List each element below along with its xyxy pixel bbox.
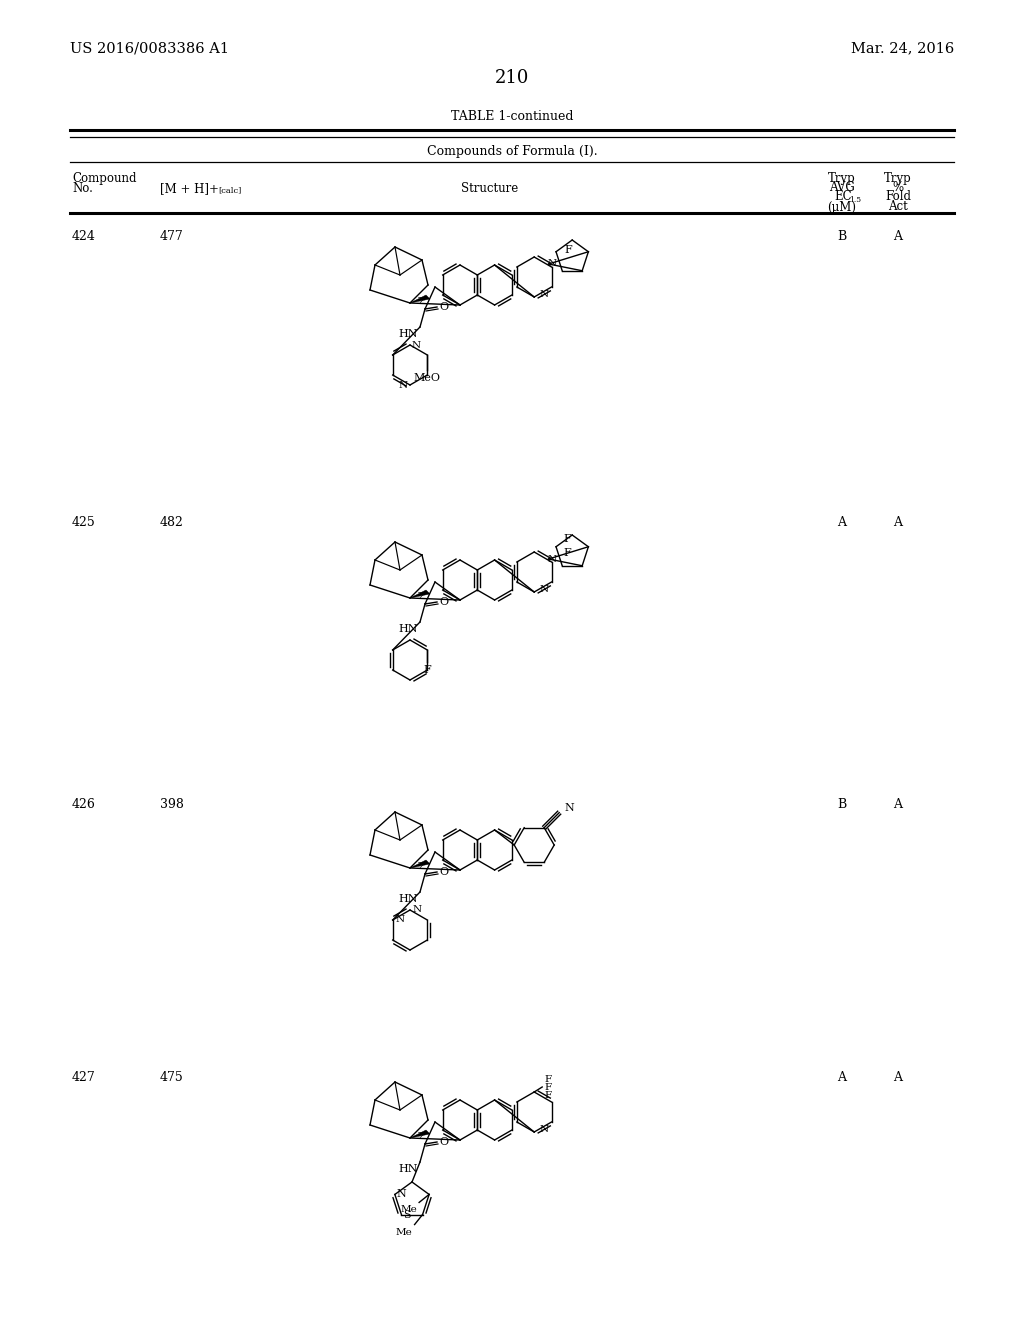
Text: N: N bbox=[540, 1125, 549, 1134]
Text: 425: 425 bbox=[72, 516, 96, 529]
Text: F: F bbox=[563, 548, 570, 558]
Text: HN: HN bbox=[398, 329, 418, 339]
Text: AVG: AVG bbox=[829, 181, 855, 194]
Text: Structure: Structure bbox=[462, 182, 518, 195]
Text: %: % bbox=[893, 181, 903, 194]
Text: B: B bbox=[838, 230, 847, 243]
Text: Tryp: Tryp bbox=[828, 172, 856, 185]
Text: 427: 427 bbox=[72, 1071, 96, 1084]
Text: [calc]: [calc] bbox=[218, 186, 242, 194]
Text: F: F bbox=[544, 1082, 551, 1092]
Polygon shape bbox=[410, 1130, 430, 1138]
Text: A: A bbox=[894, 799, 902, 810]
Text: EC: EC bbox=[834, 190, 852, 203]
Text: N: N bbox=[547, 260, 556, 268]
Text: Compound: Compound bbox=[72, 172, 136, 185]
Text: Compounds of Formula (I).: Compounds of Formula (I). bbox=[427, 145, 597, 158]
Text: F: F bbox=[544, 1090, 551, 1100]
Text: A: A bbox=[894, 1071, 902, 1084]
Text: N: N bbox=[397, 1189, 407, 1200]
Text: TABLE 1-continued: TABLE 1-continued bbox=[451, 111, 573, 124]
Text: 477: 477 bbox=[160, 230, 183, 243]
Text: S: S bbox=[403, 1209, 411, 1220]
Text: N: N bbox=[547, 554, 556, 564]
Polygon shape bbox=[410, 861, 430, 869]
Text: 426: 426 bbox=[72, 799, 96, 810]
Text: HN: HN bbox=[398, 624, 418, 634]
Text: N: N bbox=[399, 380, 408, 389]
Text: N: N bbox=[540, 585, 549, 594]
Text: O: O bbox=[439, 867, 449, 876]
Text: A: A bbox=[894, 230, 902, 243]
Text: 482: 482 bbox=[160, 516, 184, 529]
Text: Fold: Fold bbox=[885, 190, 911, 203]
Text: MeO: MeO bbox=[414, 374, 440, 383]
Text: F: F bbox=[564, 244, 571, 255]
Text: Act: Act bbox=[888, 201, 908, 213]
Text: 475: 475 bbox=[160, 1071, 183, 1084]
Text: N: N bbox=[540, 290, 549, 298]
Text: F: F bbox=[424, 665, 431, 675]
Text: A: A bbox=[838, 516, 847, 529]
Text: 210: 210 bbox=[495, 69, 529, 87]
Text: O: O bbox=[439, 597, 449, 607]
Text: 424: 424 bbox=[72, 230, 96, 243]
Text: [M + H]+: [M + H]+ bbox=[160, 182, 219, 195]
Text: F: F bbox=[544, 1074, 551, 1084]
Text: HN: HN bbox=[398, 894, 418, 904]
Text: O: O bbox=[439, 302, 449, 312]
Text: Mar. 24, 2016: Mar. 24, 2016 bbox=[851, 41, 954, 55]
Text: US 2016/0083386 A1: US 2016/0083386 A1 bbox=[70, 41, 229, 55]
Polygon shape bbox=[410, 294, 430, 304]
Text: Me: Me bbox=[400, 1205, 417, 1214]
Text: B: B bbox=[838, 799, 847, 810]
Text: No.: No. bbox=[72, 182, 93, 195]
Text: N: N bbox=[395, 916, 404, 924]
Text: Me: Me bbox=[396, 1228, 413, 1237]
Text: O: O bbox=[439, 1137, 449, 1147]
Text: 1.5: 1.5 bbox=[849, 195, 861, 205]
Text: F: F bbox=[563, 533, 570, 544]
Text: A: A bbox=[894, 516, 902, 529]
Text: Tryp: Tryp bbox=[884, 172, 912, 185]
Text: 398: 398 bbox=[160, 799, 184, 810]
Text: HN: HN bbox=[398, 1164, 418, 1173]
Text: N: N bbox=[412, 341, 421, 350]
Polygon shape bbox=[410, 590, 430, 598]
Text: N: N bbox=[413, 906, 422, 915]
Text: A: A bbox=[838, 1071, 847, 1084]
Text: N: N bbox=[564, 803, 573, 813]
Text: (μM): (μM) bbox=[827, 201, 856, 214]
